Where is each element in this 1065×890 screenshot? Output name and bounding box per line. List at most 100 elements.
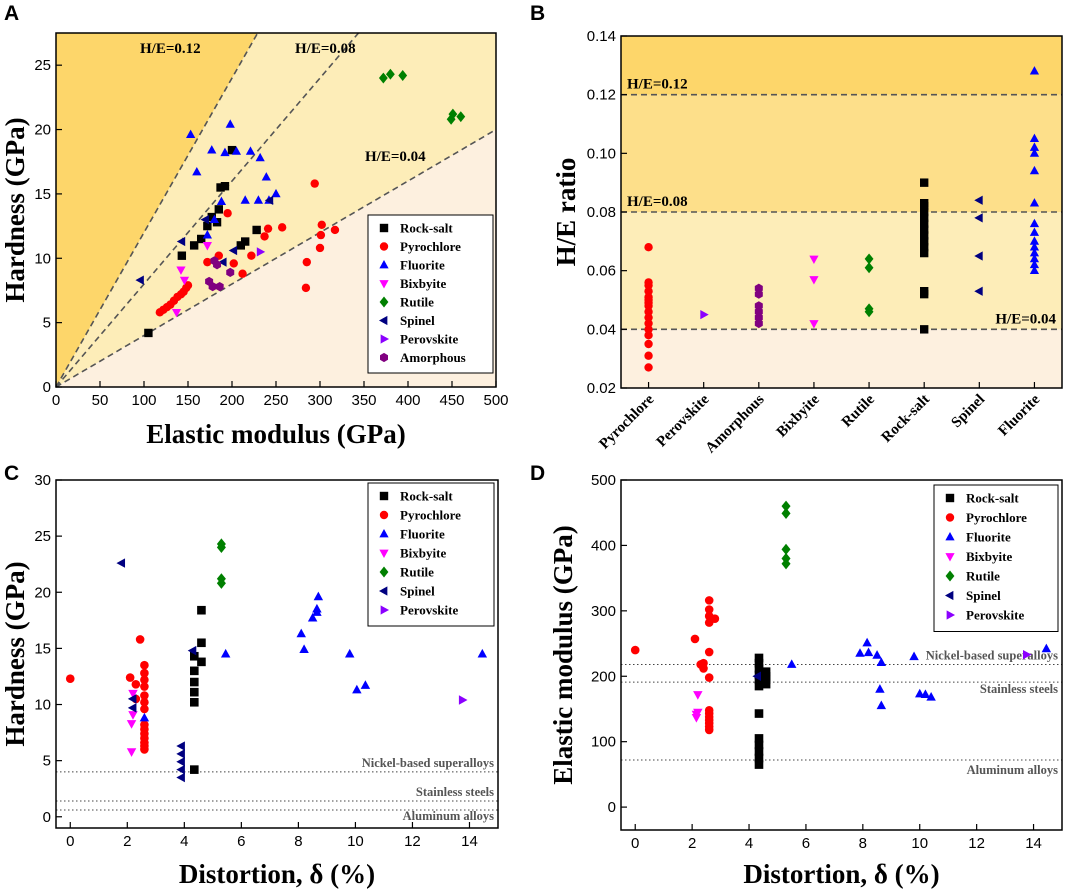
d-point-rock-salt: [754, 747, 764, 756]
a-ratio-label-008: H/E=0.08: [295, 41, 356, 57]
d-point-pyrochlore: [704, 596, 714, 605]
a-point-rock-salt: [252, 225, 261, 235]
a-legend-label-fluorite: Fluorite: [400, 258, 445, 273]
d-legend-marker-rock-salt: [945, 493, 955, 503]
a-ratio-line-1: [55, 32, 259, 388]
c-point-pyrochlore: [65, 674, 75, 683]
c-point-bixbyite: [128, 711, 138, 720]
a-point-pyrochlore: [203, 257, 212, 267]
b-point-spinel: [974, 213, 983, 223]
b-y-tick-label: 0.08: [587, 204, 616, 221]
a-x-tick-label: 250: [263, 392, 288, 409]
d-point-rock-salt: [754, 753, 764, 763]
c-point-bixbyite: [126, 720, 137, 729]
c-series-spinel: [116, 558, 197, 783]
d-point-pyrochlore: [690, 634, 700, 644]
d-x-axis-title: Distortion, δ (%): [743, 859, 939, 889]
b-point-fluorite: [1029, 236, 1040, 245]
a-point-rock-salt: [144, 328, 153, 338]
d-point-pyrochlore: [704, 705, 714, 715]
b-point-fluorite: [1029, 265, 1040, 275]
a-legend-marker-pyrochlore: [379, 242, 389, 251]
c-point-fluorite: [360, 680, 371, 689]
a-point-fluorite: [216, 196, 227, 205]
a-x-tick-label: 0: [52, 392, 60, 409]
a-y-tick-label: 10: [34, 250, 51, 267]
panel-label-b: B: [530, 2, 545, 25]
a-point-spinel: [135, 275, 144, 285]
a-point-pyrochlore: [260, 232, 269, 241]
c-point-spinel: [176, 741, 185, 751]
d-y-tick-label: 0: [608, 799, 616, 816]
a-point-amorphous: [215, 281, 224, 292]
b-point-fluorite: [1029, 259, 1040, 269]
a-point-fluorite: [255, 152, 265, 162]
d-point-rock-salt: [754, 740, 764, 750]
b-point-pyrochlore: [644, 307, 653, 316]
d-x-tick-label: 12: [968, 835, 985, 852]
a-legend-label-rock-salt: Rock-salt: [400, 221, 453, 236]
panel-label-d: D: [530, 462, 545, 485]
d-point-rock-salt: [754, 734, 764, 743]
d-legend-label-rock-salt: Rock-salt: [966, 491, 1019, 506]
d-legend-marker-fluorite: [945, 531, 955, 541]
a-series-pyrochlore: [155, 179, 340, 317]
a-point-perovskite: [256, 247, 266, 257]
b-y-tick-label: 0.10: [587, 145, 616, 162]
a-point-rock-salt: [203, 221, 212, 231]
c-point-spinel: [176, 772, 185, 783]
a-x-tick-label: 200: [219, 392, 244, 409]
a-point-fluorite: [271, 188, 281, 198]
a-point-pyrochlore: [247, 251, 256, 260]
a-point-rock-salt: [220, 181, 230, 191]
b-point-rock-salt: [919, 178, 929, 187]
a-point-rutile: [385, 68, 395, 80]
a-y-tick-label: 0: [43, 379, 51, 396]
b-point-rock-salt: [919, 287, 929, 296]
d-legend-label-fluorite: Fluorite: [966, 530, 1011, 545]
d-plot-frame: [620, 479, 1063, 831]
c-plot-frame: [55, 479, 499, 829]
a-point-pyrochlore: [317, 220, 326, 230]
d-point-rock-salt: [754, 653, 764, 663]
d-y-tick-label: 500: [591, 472, 616, 489]
b-point-bixbyite: [809, 276, 819, 285]
b-point-fluorite: [1029, 253, 1040, 263]
c-point-pyrochlore: [140, 720, 149, 730]
a-point-fluorite: [209, 214, 220, 224]
b-point-perovskite: [700, 310, 709, 320]
a-point-fluorite: [202, 230, 212, 239]
a-point-fluorite: [245, 146, 256, 155]
a-point-fluorite: [207, 145, 217, 154]
d-legend-label-pyrochlore: Pyrochlore: [966, 510, 1027, 525]
d-point-fluorite: [875, 684, 885, 693]
a-x-axis-title: Elastic modulus (GPa): [146, 419, 406, 449]
a-legend-marker-amorphous: [380, 352, 388, 363]
a-point-bixbyite: [176, 266, 186, 275]
d-series-fluorite: [786, 637, 1052, 710]
c-point-spinel: [187, 645, 197, 656]
a-point-rock-salt: [241, 237, 250, 246]
a-x-tick-label: 500: [483, 392, 508, 409]
b-point-pyrochlore: [644, 287, 653, 296]
a-legend-marker-perovskite: [380, 334, 390, 344]
d-point-rock-salt: [754, 681, 764, 691]
d-point-fluorite: [1041, 643, 1052, 653]
c-point-spinel: [116, 558, 126, 568]
a-point-rock-salt: [197, 234, 206, 244]
c-point-bixbyite: [126, 748, 137, 757]
d-point-fluorite: [855, 648, 865, 657]
b-point-amorphous: [754, 318, 763, 329]
c-x-tick-label: 14: [461, 833, 478, 850]
d-point-spinel: [752, 671, 762, 681]
c-ref-label-nickel-based-superalloys: Nickel-based superalloys: [362, 756, 494, 770]
a-point-rutile: [398, 70, 408, 81]
c-point-spinel: [127, 694, 137, 704]
a-point-bixbyite: [202, 242, 212, 251]
a-x-tick-label: 150: [175, 392, 200, 409]
c-legend-marker-spinel: [378, 586, 388, 596]
d-y-tick-label: 200: [591, 668, 616, 685]
d-point-perovskite: [1022, 649, 1032, 660]
d-series-spinel: [752, 671, 762, 681]
